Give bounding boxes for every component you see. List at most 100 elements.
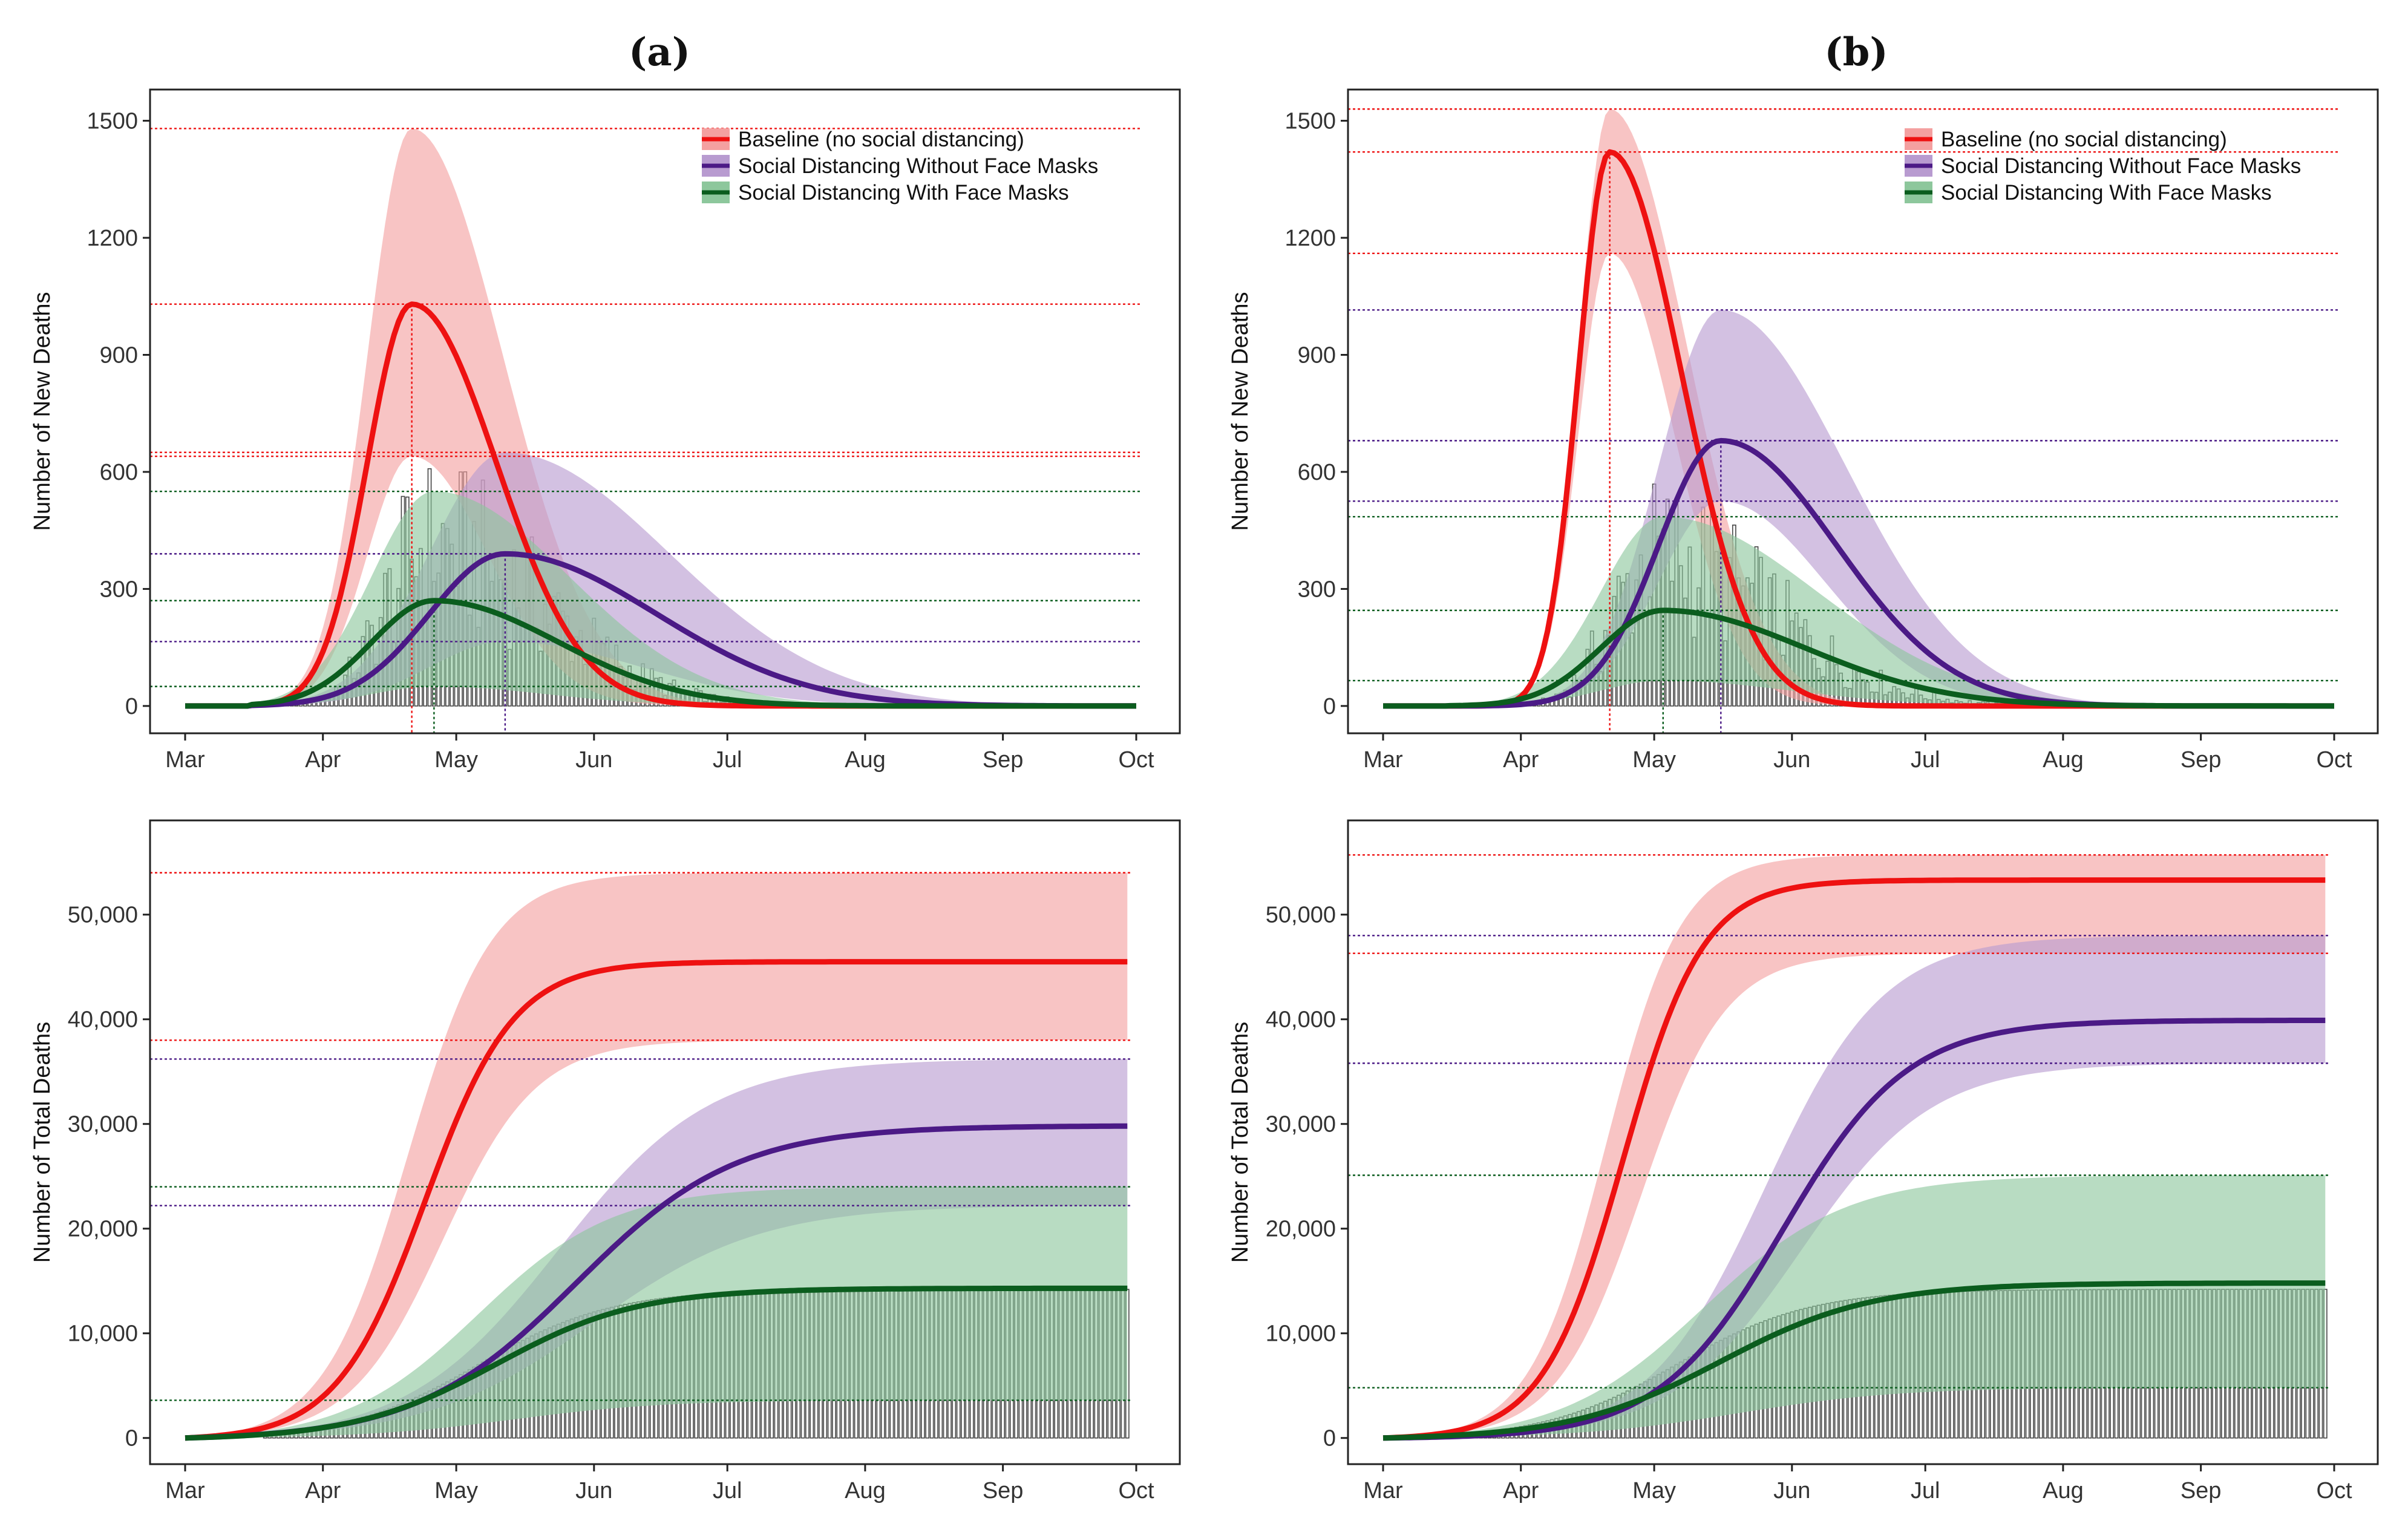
observed-bar (1568, 696, 1572, 707)
mask-confidence-band (1383, 517, 2334, 706)
y-tick-label: 900 (100, 342, 138, 368)
y-tick-label: 1500 (1284, 109, 1336, 134)
mask-median-line (1382, 1280, 2326, 1441)
y-tick-label: 600 (1298, 460, 1336, 485)
plot-frame (149, 819, 1181, 1465)
y-tick-label: 0 (1323, 694, 1336, 719)
x-tick-label: Jun (1773, 747, 1810, 773)
legend-label-baseline: Baseline (no social distancing) (1941, 128, 2227, 151)
x-tick-label: Mar (1363, 747, 1403, 773)
y-tick-label: 1200 (87, 226, 138, 251)
y-tick-label: 50,000 (1266, 903, 1336, 928)
y-tick-label: 1200 (1284, 226, 1336, 251)
y-tick-label: 40,000 (1266, 1007, 1336, 1033)
x-tick-label: Apr (1503, 747, 1539, 773)
plot-frame (1347, 88, 2379, 734)
x-tick-label: Jun (575, 747, 612, 773)
y-tick-label: 20,000 (1266, 1217, 1336, 1242)
baseline-confidence-band (1383, 109, 2334, 706)
y-tick-label: 900 (1298, 342, 1336, 368)
x-tick-label: May (434, 1478, 478, 1503)
no-mask-confidence-band (1383, 935, 2326, 1438)
mask-confidence-band (185, 491, 1136, 706)
x-tick-label: May (434, 747, 478, 773)
plot-area (1348, 854, 2330, 1441)
x-tick-label: Oct (2316, 747, 2352, 773)
legend-label-baseline: Baseline (no social distancing) (738, 128, 1024, 151)
x-tick-label: Sep (983, 1478, 1024, 1503)
x-tick-label: Aug (2043, 747, 2084, 773)
y-tick-label: 10,000 (1266, 1321, 1336, 1347)
chart-a-total-deaths: Number of Total Deaths 0 10,000 20,000 30,00… (30, 819, 1181, 1503)
legend: Baseline (no social distancing) Social Di… (702, 128, 1098, 204)
x-tick-label: Sep (983, 747, 1024, 773)
x-tick-label: Mar (165, 747, 205, 773)
y-tick-label: 0 (125, 1426, 138, 1451)
x-tick-label: Oct (1118, 1478, 1154, 1503)
y-axis-label: Number of Total Deaths (30, 1022, 55, 1263)
chart-b-new-deaths: Number of New Deaths 0 300 600 900 1200 1500 Ma… (1228, 88, 2379, 773)
x-tick-label: Jul (1911, 1478, 1940, 1503)
x-tick-label: Oct (2316, 1478, 2352, 1503)
mask-median-line (185, 598, 1136, 709)
y-axis-label: Number of New Deaths (30, 292, 55, 531)
y-tick-label: 0 (1323, 1426, 1336, 1451)
y-tick-label: 1500 (87, 109, 138, 134)
y-tick-label: 20,000 (68, 1217, 138, 1242)
x-tick-label: May (1632, 1478, 1676, 1503)
x-tick-label: Sep (2181, 747, 2222, 773)
legend-label-no-mask: Social Distancing Without Face Masks (1941, 154, 2301, 178)
plot-area (150, 128, 1141, 733)
panel-title-a: (a) (629, 30, 690, 75)
chart-a-new-deaths: Number of New Deaths 0 300 600 900 1200 1500 Ma… (30, 88, 1181, 773)
baseline-median-line (185, 959, 1128, 1441)
mask-median-line (1383, 607, 2334, 709)
mask-median-line (185, 1285, 1128, 1441)
y-tick-label: 10,000 (68, 1321, 138, 1347)
baseline-median-line (1382, 877, 2326, 1441)
y-tick-label: 0 (125, 694, 138, 719)
y-tick-label: 50,000 (68, 903, 138, 928)
x-tick-label: Apr (305, 747, 341, 773)
y-axis-label: Number of Total Deaths (1228, 1022, 1253, 1263)
x-tick-label: Mar (1363, 1478, 1403, 1503)
y-tick-label: 30,000 (1266, 1112, 1336, 1137)
x-tick-label: Jun (1773, 1478, 1810, 1503)
legend-label-no-mask: Social Distancing Without Face Masks (738, 154, 1098, 178)
x-tick-label: May (1632, 747, 1676, 773)
x-tick-label: Jun (575, 1478, 612, 1503)
plot-area (1348, 108, 2339, 733)
x-tick-label: Apr (1503, 1478, 1539, 1503)
baseline-confidence-band (1383, 855, 2326, 1438)
x-tick-label: Sep (2181, 1478, 2222, 1503)
baseline-confidence-band (185, 128, 1136, 706)
plot-frame (1347, 819, 2379, 1465)
x-tick-label: Aug (2043, 1478, 2084, 1503)
plot-area (150, 872, 1132, 1441)
x-tick-label: Oct (1118, 747, 1154, 773)
x-tick-label: Jul (1911, 747, 1940, 773)
y-tick-label: 40,000 (68, 1007, 138, 1033)
legend-label-mask: Social Distancing With Face Masks (1941, 181, 2272, 204)
x-tick-label: Mar (165, 1478, 205, 1503)
x-tick-label: Aug (845, 1478, 886, 1503)
x-tick-label: Apr (305, 1478, 341, 1503)
legend-label-mask: Social Distancing With Face Masks (738, 181, 1069, 204)
y-tick-label: 30,000 (68, 1112, 138, 1137)
y-tick-label: 600 (100, 460, 138, 485)
y-tick-label: 300 (1298, 577, 1336, 602)
chart-b-total-deaths: Number of Total Deaths 0 10,000 20,000 30,00… (1228, 819, 2379, 1503)
y-tick-label: 300 (100, 577, 138, 602)
plot-frame (149, 88, 1181, 734)
x-tick-label: Jul (713, 1478, 742, 1503)
y-axis-label: Number of New Deaths (1228, 292, 1253, 531)
mask-confidence-band (185, 1186, 1128, 1438)
panel-title-b: (b) (1824, 30, 1888, 75)
x-tick-label: Jul (713, 747, 742, 773)
legend: Baseline (no social distancing) Social Di… (1905, 128, 2301, 204)
no-mask-median-line (1383, 1018, 2326, 1441)
x-tick-label: Aug (845, 747, 886, 773)
baseline-confidence-band (185, 872, 1128, 1438)
